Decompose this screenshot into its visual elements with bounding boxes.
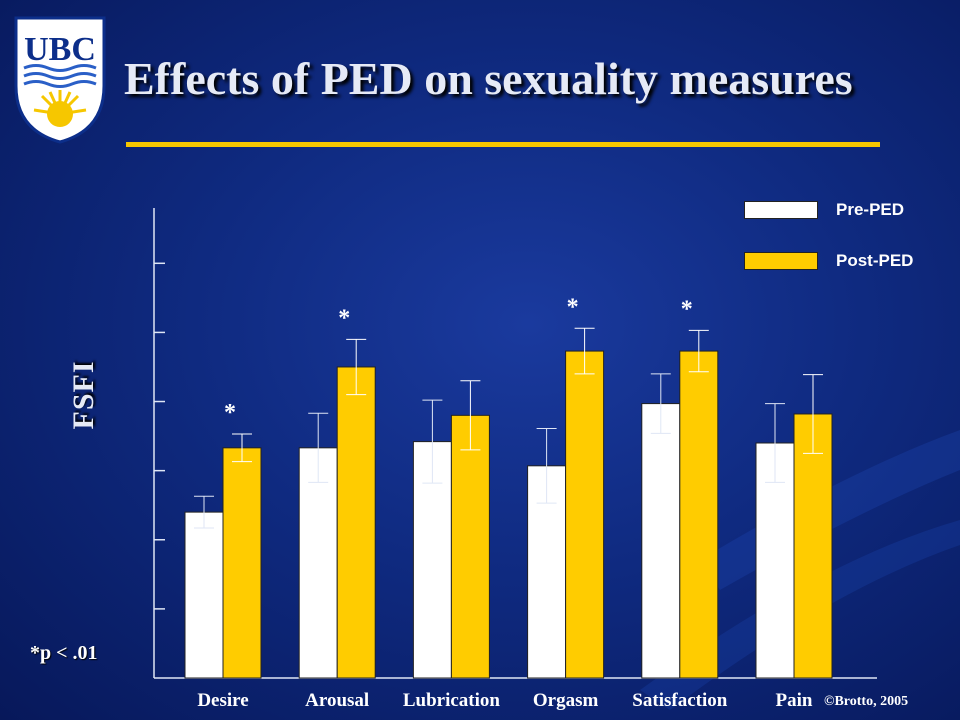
bar-post-orgasm (565, 350, 605, 679)
x-tick-label-orgasm: Orgasm (533, 690, 599, 711)
title-underline (126, 142, 880, 147)
significance-marker-orgasm: * (567, 294, 579, 320)
bar-post-desire (222, 447, 262, 679)
x-tick-label-desire: Desire (197, 690, 248, 711)
ubc-logo: UBC (14, 16, 106, 144)
bar-post-satisfaction (679, 350, 719, 679)
legend-item-post: Post-PED (744, 251, 913, 271)
bar-pre-satisfaction (641, 403, 681, 679)
x-tick-label-arousal: Arousal (305, 690, 369, 711)
significance-marker-arousal: * (338, 305, 350, 331)
significance-footnote: *p < .01 (30, 642, 98, 664)
significance-marker-satisfaction: * (681, 296, 693, 322)
slide-title: Effects of PED on sexuality measures (124, 53, 853, 104)
legend-label-post: Post-PED (836, 251, 914, 270)
x-tick-label-satisfaction: Satisfaction (632, 690, 727, 711)
legend-item-pre: Pre-PED (744, 200, 904, 220)
legend-label-pre: Pre-PED (836, 200, 905, 219)
bar-pre-desire (184, 511, 224, 679)
legend-swatch-post (744, 252, 818, 270)
bar-post-lubrication (450, 414, 490, 679)
x-tick-label-lubrication: Lubrication (403, 690, 501, 711)
svg-text:UBC: UBC (24, 31, 96, 68)
bar-post-pain (793, 413, 833, 679)
legend-swatch-pre (744, 201, 818, 219)
significance-marker-desire: * (224, 400, 236, 426)
copyright-note: ©Brotto, 2005 (824, 694, 909, 709)
x-tick-label-pain: Pain (776, 690, 813, 711)
bar-post-arousal (336, 366, 376, 679)
